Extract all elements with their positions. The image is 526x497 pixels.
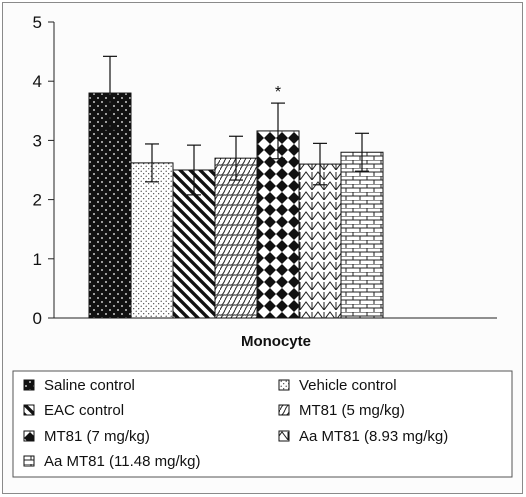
legend-swatch-1 bbox=[23, 379, 35, 391]
y-tick-label-3: 3 bbox=[33, 131, 42, 150]
legend-label-5: MT81 (7 mg/kg) bbox=[44, 428, 150, 445]
bar-1 bbox=[88, 92, 132, 319]
y-tick-label-0: 0 bbox=[33, 309, 42, 328]
x-axis-label: Monocyte bbox=[241, 333, 311, 350]
legend-label-2: Vehicle control bbox=[299, 377, 397, 394]
legend-label-7: Aa MT81 (11.48 mg/kg) bbox=[44, 453, 200, 470]
bar-7 bbox=[340, 151, 384, 319]
bar-6 bbox=[298, 163, 342, 319]
legend-label-3: EAC control bbox=[44, 402, 124, 419]
bar-3 bbox=[172, 169, 216, 319]
y-tick-label-5: 5 bbox=[33, 13, 42, 32]
legend-label-4: MT81 (5 mg/kg) bbox=[299, 402, 405, 419]
legend-label-6: Aa MT81 (8.93 mg/kg) bbox=[299, 428, 448, 445]
bar-4 bbox=[214, 157, 258, 319]
significance-marker-5: * bbox=[275, 84, 281, 101]
legend-swatch-2 bbox=[278, 379, 290, 391]
bar-2 bbox=[130, 162, 174, 319]
legend-swatch-7 bbox=[23, 455, 35, 467]
legend-swatch-4 bbox=[278, 404, 290, 416]
legend-swatch-5 bbox=[23, 430, 35, 442]
legend-label-1: Saline control bbox=[44, 377, 135, 394]
legend-box bbox=[12, 370, 513, 478]
y-tick-label-2: 2 bbox=[33, 191, 42, 210]
y-tick-label-4: 4 bbox=[33, 72, 42, 91]
legend-swatch-6 bbox=[278, 430, 290, 442]
legend-swatch-3 bbox=[23, 404, 35, 416]
y-tick-label-1: 1 bbox=[33, 250, 42, 269]
chart-bars: * bbox=[88, 55, 384, 319]
legend: Saline control Vehicle control EAC control… bbox=[23, 377, 448, 470]
